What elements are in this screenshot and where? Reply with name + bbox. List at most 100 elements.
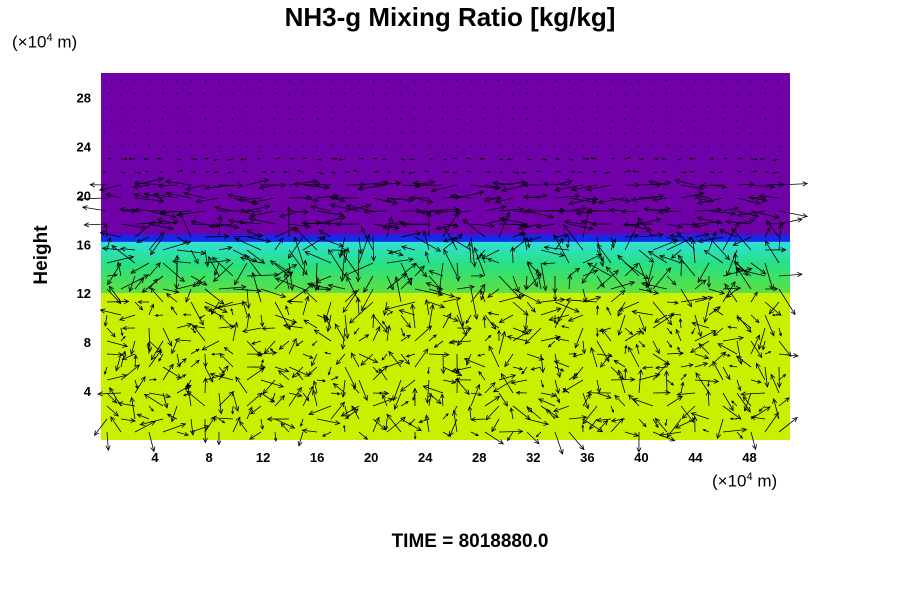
wind-arrow [435,223,458,231]
wind-arrow [750,170,758,173]
wind-arrow [596,118,598,121]
wind-arrow [451,366,472,373]
wind-arrow [722,392,734,412]
wind-arrow [157,157,164,160]
wind-arrow [582,131,584,134]
wind-arrow [638,288,660,295]
wind-arrow [511,79,514,82]
wind-arrow [613,359,626,368]
wind-arrow [335,353,346,366]
x-tick-label: 40 [634,450,648,465]
wind-arrow [414,197,434,204]
wind-arrow [717,343,738,355]
wind-arrow [582,269,599,277]
wind-arrow [344,408,359,420]
wind-arrow [465,314,472,325]
wind-arrow [735,105,738,108]
wind-arrow [409,158,416,161]
wind-arrow [674,178,696,186]
wind-arrow [680,184,704,191]
wind-arrow [162,363,174,381]
wind-arrow [234,237,262,251]
wind-arrow [203,92,206,95]
wind-arrow [162,118,164,121]
wind-arrow [722,405,742,420]
wind-arrow [526,261,542,277]
wind-arrow [400,262,417,277]
wind-arrow [581,424,585,433]
wind-arrow [665,105,668,108]
wind-arrow [542,181,570,187]
wind-arrow [323,313,332,329]
wind-arrow [750,291,758,303]
wind-arrow [204,288,225,305]
wind-arrow [301,220,332,226]
wind-arrow [637,93,640,96]
wind-arrow [207,301,234,312]
wind-arrow [624,221,639,251]
wind-arrow [260,106,263,109]
y-tick-label: 16 [77,237,91,252]
wind-arrow [540,249,565,258]
wind-arrow [727,325,738,329]
wind-arrow [582,393,591,407]
wind-arrow [450,237,472,251]
wind-arrow [690,412,710,420]
wind-arrow [554,392,561,404]
wind-arrow [722,118,725,121]
wind-arrow [372,180,402,186]
wind-arrow [102,171,108,174]
wind-arrow [488,345,500,368]
wind-arrow [694,314,703,338]
wind-arrow [442,158,448,161]
wind-arrow [106,236,112,251]
wind-arrow [103,222,109,238]
wind-arrow [330,401,346,420]
wind-arrow [638,340,646,348]
wind-arrow [428,392,433,407]
wind-arrow [202,377,208,394]
wind-arrow [208,223,234,229]
wind-arrow [283,272,290,290]
wind-arrow [270,171,276,173]
wind-arrow [666,379,675,386]
wind-arrow [165,293,178,303]
wind-arrow [274,92,277,95]
wind-arrow [332,195,360,201]
wind-arrow [582,157,590,161]
wind-arrow [651,106,654,108]
wind-arrow [211,415,234,421]
wind-arrow [218,366,225,374]
wind-arrow [302,157,308,160]
wind-arrow [465,157,472,160]
wind-arrow [449,193,472,199]
wind-arrow [498,330,507,355]
wind-arrow [442,431,452,437]
wind-arrow [440,353,446,375]
wind-arrow [106,352,124,358]
wind-arrow [209,372,234,381]
wind-arrow [451,410,458,433]
wind-arrow [692,415,698,433]
wind-arrow [554,158,560,161]
wind-arrow [522,182,542,188]
wind-arrow [427,366,430,375]
wind-arrow [637,217,654,238]
wind-arrow [506,334,528,342]
wind-arrow [695,372,710,394]
wind-arrow [249,431,262,440]
wind-arrow [192,324,206,342]
wind-arrow [778,217,803,225]
wind-arrow [498,392,509,407]
wind-arrow [143,157,150,161]
wind-arrow [470,431,479,437]
wind-arrow [372,397,394,407]
wind-arrow [273,118,276,121]
wind-arrow [192,275,206,288]
wind-arrow [666,327,673,335]
wind-arrow [442,212,459,238]
wind-arrow [190,301,204,326]
wind-arrow [442,296,462,303]
wind-arrow [401,245,416,251]
wind-arrow [213,262,220,277]
